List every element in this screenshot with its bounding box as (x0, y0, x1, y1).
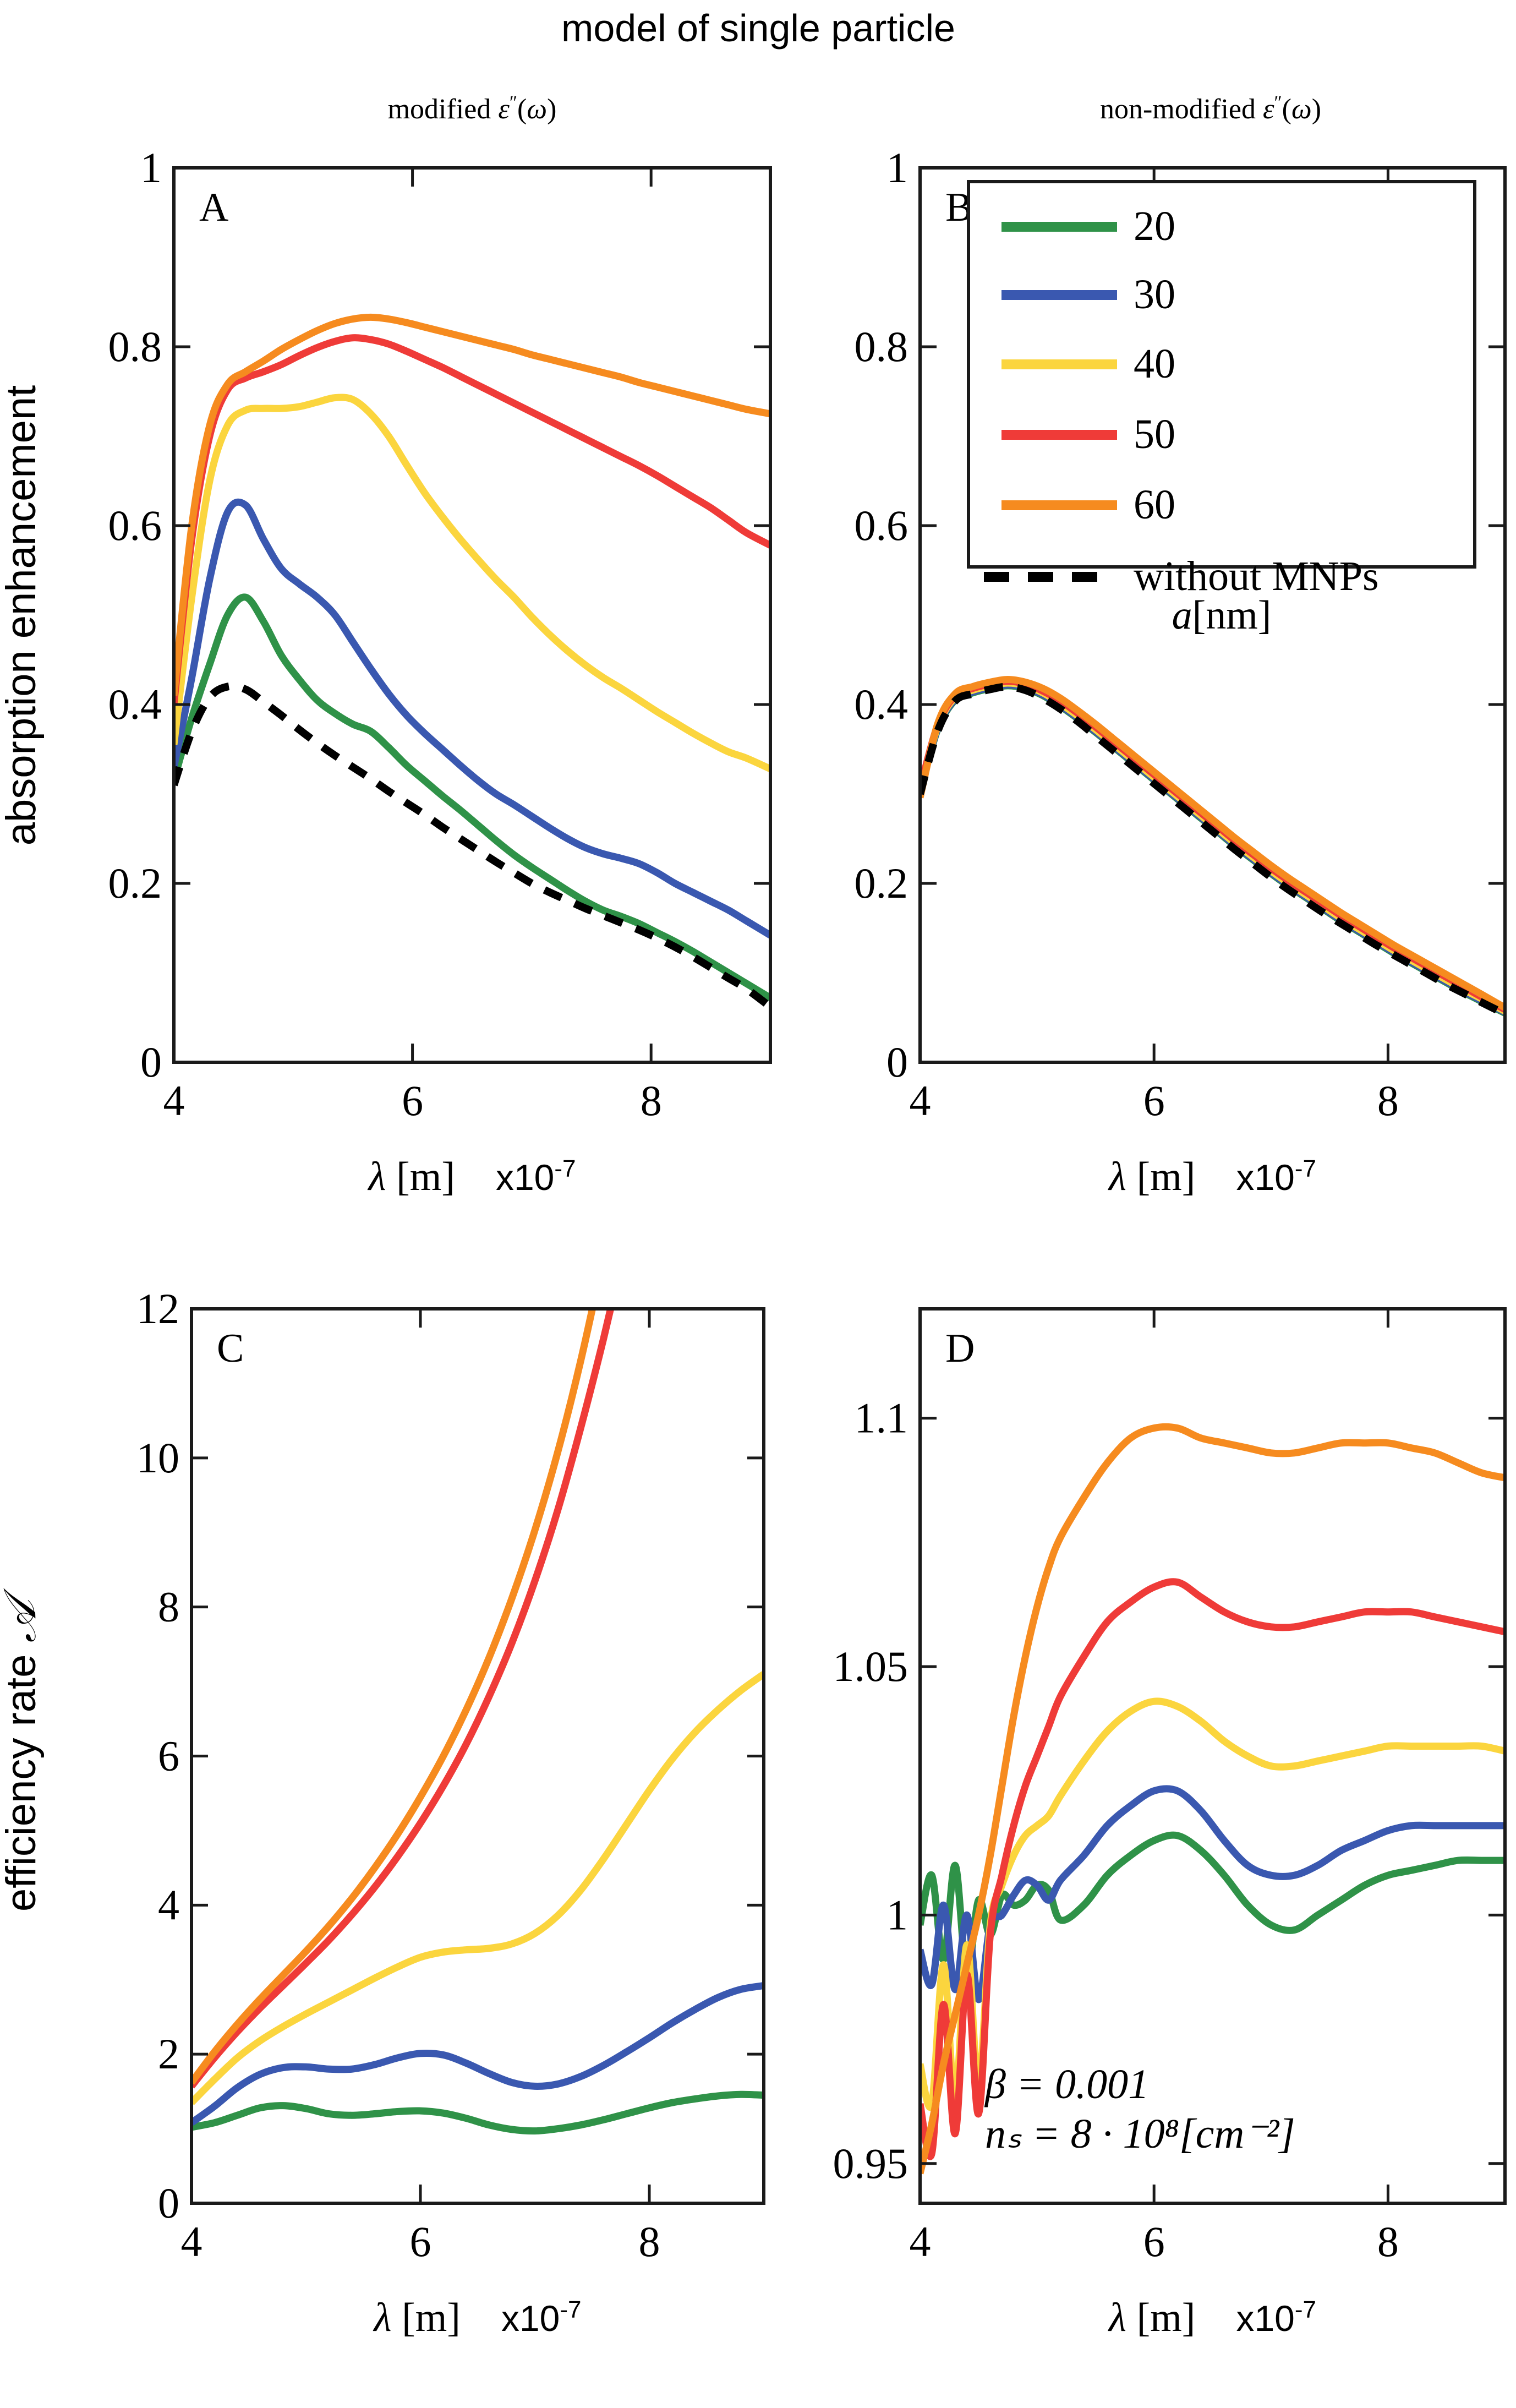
ytick-label: 1 (140, 144, 162, 192)
yaxis-title-efficiency: efficiency rate 𝒜 (0, 1587, 45, 1912)
ytick-label: 1 (886, 144, 908, 192)
series-line-30 (191, 1982, 764, 2126)
xtick-label: 6 (1143, 1077, 1165, 1124)
ytick-label: 8 (158, 1583, 179, 1631)
series-line-40 (174, 394, 770, 772)
axes-frame-b (918, 166, 1507, 1064)
legend-label-20: 20 (1134, 203, 1175, 249)
ytick-label: 0.4 (108, 680, 162, 728)
xtick-label: 8 (1377, 1077, 1399, 1124)
annotation-ns: nₛ = 8 · 10⁸[cm⁻²] (985, 2111, 1295, 2157)
series-group-a (174, 313, 770, 1010)
ytick-label: 0.4 (855, 680, 908, 728)
series-line-without-mnps (920, 682, 1505, 1018)
legend-title: a[nm] (1172, 593, 1272, 638)
svg-text:efficiency rate 𝒜: efficiency rate 𝒜 (0, 1587, 45, 1912)
xaxis-label-a: λ [m] x10-7 (368, 1154, 576, 1199)
ytick-label: 0.2 (855, 859, 908, 907)
column-header-non-modified: non-modified ε″(ω) (1100, 92, 1321, 125)
svg-text:non-modified ε″(ω): non-modified ε″(ω) (1100, 92, 1321, 125)
ytick-label: 0 (158, 2179, 179, 2227)
xtick-label: 6 (1143, 2218, 1165, 2265)
ytick-label: 0 (886, 1038, 908, 1086)
xtick-label: 6 (410, 2218, 431, 2265)
ytick-label: 0.2 (108, 859, 162, 907)
legend-label-50: 50 (1134, 411, 1175, 457)
panel-label-a: A (199, 185, 228, 230)
series-group-d (920, 1423, 1505, 2175)
ytick-label: 10 (136, 1434, 179, 1482)
ytick-label: 4 (158, 1881, 179, 1929)
series-line-60 (920, 1423, 1505, 2175)
series-line-without-mnps (174, 682, 770, 1010)
ytick-label: 0.8 (855, 323, 908, 370)
xtick-label: 8 (1377, 2218, 1399, 2265)
yaxis-title-absorption: absorption enhancement (0, 385, 45, 846)
ytick-label: 0.6 (855, 501, 908, 549)
ytick-label: 12 (136, 1285, 179, 1333)
series-line-30 (174, 498, 770, 938)
xtick-label: 8 (641, 1077, 662, 1124)
series-line-40 (191, 1671, 764, 2105)
axes-frame-a (172, 166, 772, 1064)
xtick-label: 6 (402, 1077, 423, 1124)
series-line-50 (174, 334, 770, 705)
annotation-beta: β = 0.001 (984, 2061, 1149, 2107)
series-line-20 (191, 2090, 764, 2135)
axes-frame-d (918, 1307, 1507, 2205)
series-line-50 (191, 1309, 615, 2089)
ytick-label: 0.6 (108, 501, 162, 549)
svg-text:absorption enhancement: absorption enhancement (0, 385, 45, 846)
ytick-label: 1.05 (833, 1642, 908, 1690)
xtick-label: 8 (639, 2218, 660, 2265)
ytick-label: 1.1 (855, 1394, 908, 1442)
series-line-30 (920, 1785, 1505, 2003)
panel-label-c: C (217, 1326, 244, 1371)
series-line-60 (174, 313, 770, 696)
series-line-60 (920, 676, 1505, 1011)
xtick-label: 4 (163, 1077, 185, 1124)
xtick-label: 4 (910, 2218, 931, 2265)
legend-label-60: 60 (1134, 482, 1175, 528)
ytick-label: 0.8 (108, 323, 162, 370)
ytick-label: 0.95 (833, 2139, 908, 2187)
series-line-60 (191, 1309, 596, 2085)
legend-label-30: 30 (1134, 271, 1175, 318)
series-line-50 (920, 1578, 1505, 2160)
legend-label-without-mnps: without MNPs (1134, 553, 1379, 599)
plot-panel-a: 4 6 8 0 0.2 0.4 0.6 0.8 1Aλ [m] x10-7 (108, 144, 772, 1199)
ytick-label: 6 (158, 1732, 179, 1780)
ytick-label: 1 (886, 1891, 908, 1939)
figure-title: model of single particle (561, 7, 955, 50)
legend-label-40: 40 (1134, 341, 1175, 387)
xaxis-label-c: λ [m] x10-7 (373, 2295, 582, 2340)
series-line-20 (174, 593, 770, 1001)
series-group-c (191, 1309, 764, 2135)
svg-text:modified ε″(ω): modified ε″(ω) (388, 92, 557, 125)
panel-label-d: D (945, 1326, 975, 1371)
xtick-label: 4 (181, 2218, 203, 2265)
series-group-b (920, 676, 1505, 1018)
xaxis-label-b: λ [m] x10-7 (1108, 1154, 1316, 1199)
xaxis-label-d: λ [m] x10-7 (1108, 2295, 1316, 2340)
xtick-label: 4 (910, 1077, 931, 1124)
plot-panel-d: 4 6 8 0.95 1 1.05 1.1 Dλ [m] x10-7 (833, 1307, 1507, 2340)
ytick-label: 0 (140, 1038, 162, 1086)
plot-panel-c: 4 6 8 0 2 4 6 8 10 12 Cλ [m] x10-7 (136, 1285, 765, 2340)
column-header-modified: modified ε″(ω) (388, 92, 557, 125)
ytick-label: 2 (158, 2030, 179, 2078)
